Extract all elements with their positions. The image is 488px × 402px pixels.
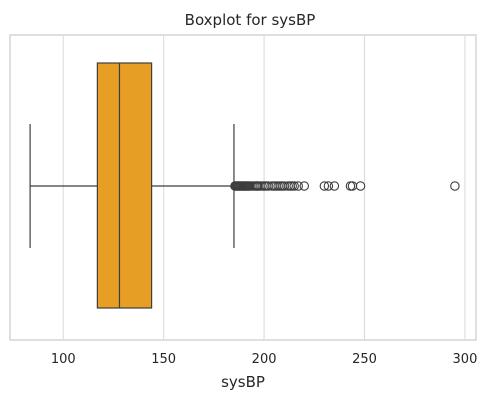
x-tick-label: 100 [51,352,76,367]
chart-title: Boxplot for sysBP [185,11,316,29]
outlier-point [323,181,334,191]
x-tick-label: 300 [453,352,478,367]
outlier-point [289,181,299,191]
outlier-points [230,181,460,191]
x-tick-label: 150 [151,352,176,367]
x-axis-label: sysBP [221,373,265,391]
x-tick-label: 250 [352,352,377,367]
iqr-box [96,62,153,309]
outlier-point [319,181,330,191]
outlier-point [293,181,303,191]
box-group [29,62,235,309]
outlier-point [329,181,340,191]
grid-lines [62,35,466,340]
outlier-point [450,181,460,191]
x-tick-label: 200 [252,352,277,367]
outlier-point [299,181,310,191]
outlier-point [355,181,366,191]
x-tick-labels: 100 150 200 250 300 [51,352,478,367]
